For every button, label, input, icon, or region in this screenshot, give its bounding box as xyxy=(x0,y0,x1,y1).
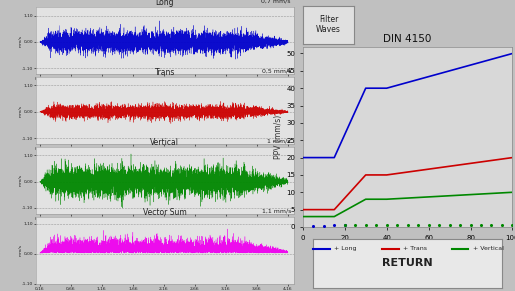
Title: Vertical: Vertical xyxy=(150,138,179,147)
Y-axis label: mm/s: mm/s xyxy=(19,104,23,117)
Y-axis label: mm/s: mm/s xyxy=(19,174,23,187)
Point xyxy=(445,223,454,228)
Text: 1 mm/s: 1 mm/s xyxy=(267,139,291,143)
Text: 1,1 mm/s: 1,1 mm/s xyxy=(262,208,291,214)
Point xyxy=(456,223,464,228)
Point xyxy=(320,223,328,228)
Y-axis label: mm/s: mm/s xyxy=(19,35,23,47)
Point xyxy=(340,223,349,228)
Title: DIN 4150: DIN 4150 xyxy=(384,34,432,45)
Title: Vector Sum: Vector Sum xyxy=(143,208,186,217)
Point xyxy=(383,223,391,228)
Text: + Vertical: + Vertical xyxy=(473,246,504,251)
Title: Trans: Trans xyxy=(154,68,175,77)
Point xyxy=(372,223,380,228)
Text: 0,5 mm/s: 0,5 mm/s xyxy=(262,69,291,74)
Point xyxy=(498,223,506,228)
Point xyxy=(467,223,475,228)
Y-axis label: mm/s: mm/s xyxy=(19,244,23,256)
Point xyxy=(309,223,317,228)
Point xyxy=(351,223,359,228)
Point xyxy=(330,223,338,228)
Text: 0,7 mm/s: 0,7 mm/s xyxy=(262,0,291,4)
Text: + Trans: + Trans xyxy=(403,246,427,251)
Point xyxy=(508,223,515,228)
Point xyxy=(340,223,349,228)
Text: RETURN: RETURN xyxy=(382,258,433,268)
Point xyxy=(424,223,433,228)
Point xyxy=(403,223,411,228)
Point xyxy=(487,223,495,228)
Text: Filter
Waves: Filter Waves xyxy=(316,15,341,34)
Point xyxy=(435,223,443,228)
Y-axis label: PPV (mm/s): PPV (mm/s) xyxy=(274,115,283,159)
Point xyxy=(477,223,485,228)
Text: + Long: + Long xyxy=(334,246,357,251)
Point xyxy=(362,223,370,228)
Point xyxy=(393,223,401,228)
Title: Long: Long xyxy=(156,0,174,7)
X-axis label: Frequency (Hz): Frequency (Hz) xyxy=(379,243,437,252)
Point xyxy=(414,223,422,228)
